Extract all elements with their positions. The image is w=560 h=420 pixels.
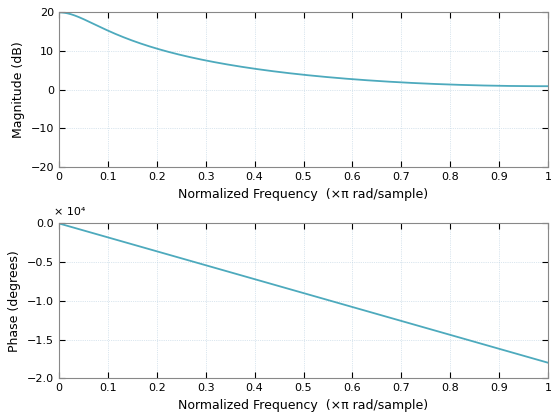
Y-axis label: Phase (degrees): Phase (degrees) (8, 250, 21, 352)
X-axis label: Normalized Frequency  (×π rad/sample): Normalized Frequency (×π rad/sample) (179, 188, 428, 201)
Text: × 10⁴: × 10⁴ (54, 207, 85, 217)
Y-axis label: Magnitude (dB): Magnitude (dB) (12, 42, 25, 138)
X-axis label: Normalized Frequency  (×π rad/sample): Normalized Frequency (×π rad/sample) (179, 399, 428, 412)
